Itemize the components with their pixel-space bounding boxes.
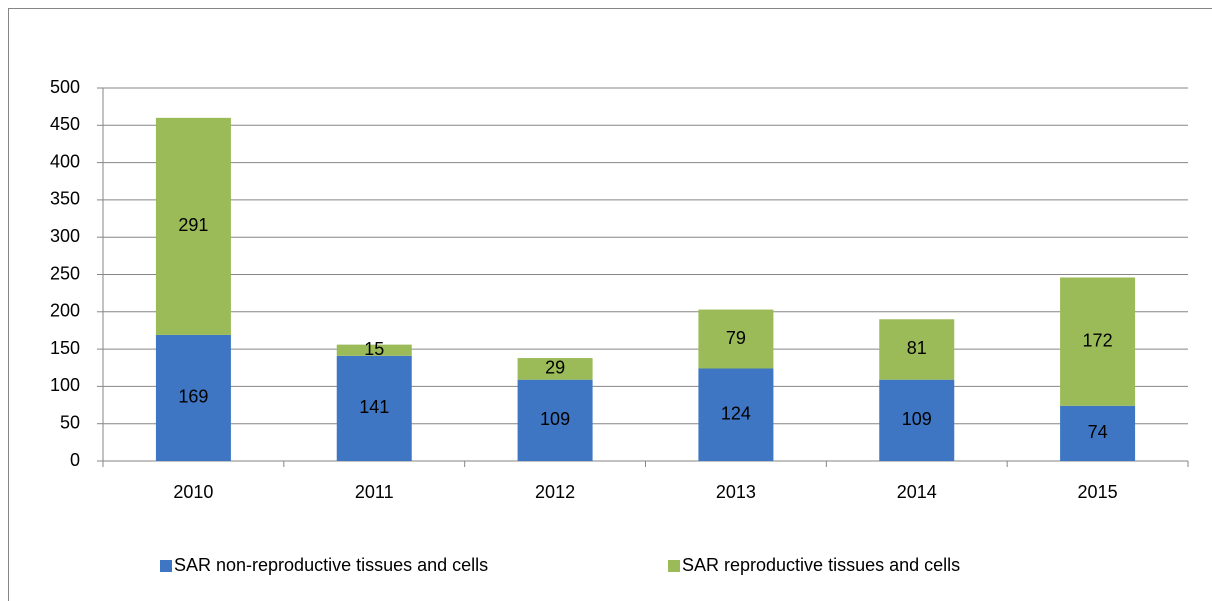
data-label: 141 — [359, 397, 389, 417]
x-tick-label: 2010 — [173, 482, 213, 502]
bar-segment — [698, 309, 774, 369]
y-tick-label: 250 — [50, 263, 80, 283]
data-label: 109 — [540, 409, 570, 429]
y-tick-label: 350 — [50, 189, 80, 209]
y-tick-label: 100 — [50, 375, 80, 395]
data-label: 79 — [726, 328, 746, 348]
x-tick-label: 2012 — [535, 482, 575, 502]
legend-swatch — [160, 560, 172, 572]
data-label: 124 — [721, 403, 751, 423]
bar-segment — [879, 379, 955, 461]
y-tick-label: 50 — [60, 412, 80, 432]
bar-segment — [155, 334, 231, 461]
x-tick-label: 2015 — [1078, 482, 1118, 502]
y-tick-label: 200 — [50, 301, 80, 321]
x-tick-label: 2011 — [355, 482, 394, 502]
x-tick-label: 2014 — [897, 482, 937, 502]
y-tick-label: 450 — [50, 114, 80, 134]
legend-label: SAR reproductive tissues and cells — [682, 555, 960, 575]
bar-segment — [517, 379, 593, 461]
y-tick-label: 150 — [50, 338, 80, 358]
bar-segment — [1060, 405, 1136, 461]
data-label: 291 — [178, 215, 208, 235]
data-label: 29 — [545, 358, 565, 378]
y-tick-label: 400 — [50, 151, 80, 171]
y-tick-label: 0 — [70, 450, 80, 470]
bar-segment — [1060, 277, 1136, 406]
y-tick-label: 500 — [50, 77, 80, 97]
bar-segment — [698, 368, 774, 461]
data-label: 74 — [1088, 422, 1108, 442]
bar-segment — [336, 344, 412, 356]
bar-segment — [879, 319, 955, 380]
y-tick-label: 300 — [50, 226, 80, 246]
legend-label: SAR non-reproductive tissues and cells — [174, 555, 488, 575]
x-tick-label: 2013 — [716, 482, 756, 502]
data-label: 172 — [1083, 330, 1113, 350]
data-label: 109 — [902, 409, 932, 429]
data-label: 169 — [178, 387, 208, 407]
bar-segment — [517, 358, 593, 380]
data-label: 81 — [907, 338, 927, 358]
legend-swatch — [668, 560, 680, 572]
data-label: 15 — [364, 339, 384, 359]
bar-segment — [336, 355, 412, 461]
bar-segment — [155, 117, 231, 335]
